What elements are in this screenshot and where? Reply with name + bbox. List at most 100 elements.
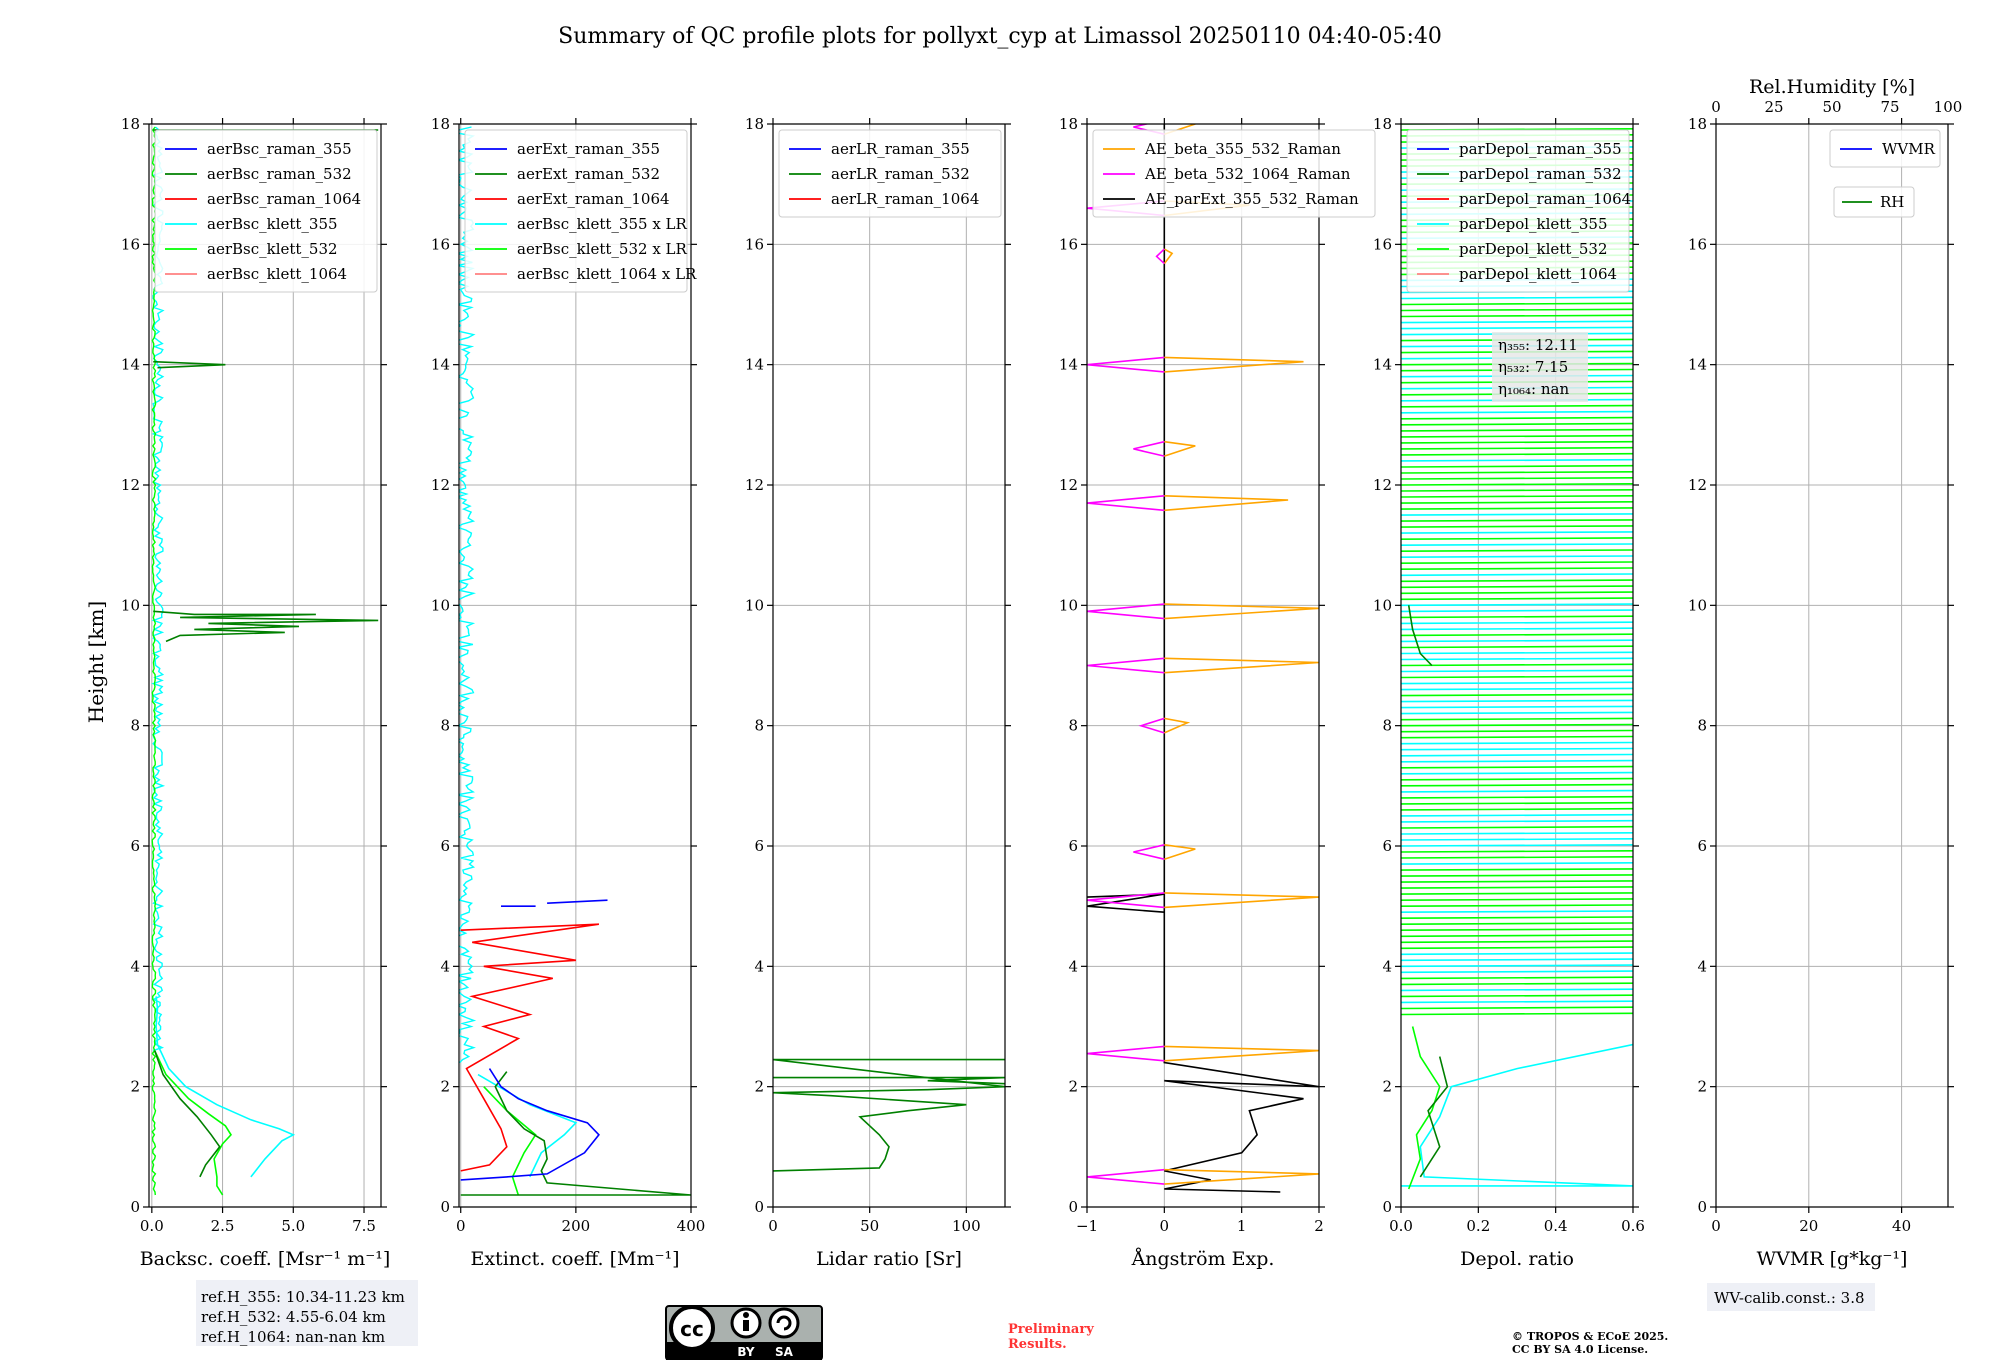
series-depol-klett-band: [1401, 723, 1633, 727]
profile-layer: [773, 1058, 1005, 1172]
series-depol-klett-band: [1401, 675, 1633, 679]
series-ae-beta-355-532: [1164, 657, 1319, 674]
series-depol-klett-band: [1401, 452, 1633, 456]
legend-entry-label: parDepol_klett_532: [1459, 240, 1608, 258]
legend-entry-label: AE_beta_355_532_Raman: [1144, 140, 1341, 158]
copyright-line-1: © TROPOS & ECoE 2025.: [1512, 1330, 1668, 1343]
series-depol-klett-band: [1401, 747, 1633, 751]
series-depol-klett-band: [1401, 693, 1633, 697]
series-ae-beta-355-532: [1164, 356, 1304, 373]
series-depol-klett-band: [1401, 699, 1633, 703]
legend-entry-label: WVMR: [1882, 140, 1936, 158]
cc-logo-text: cc: [680, 1317, 704, 1341]
series-ae-beta-532-1064: [1087, 495, 1165, 512]
y-tick-label: 8: [1697, 717, 1707, 735]
y-tick-label: 12: [121, 476, 140, 494]
top-tick-label: 50: [1822, 98, 1841, 116]
x-axis-label: Depol. ratio: [1460, 1248, 1574, 1270]
y-tick-label: 18: [121, 115, 140, 133]
series-ext-raman-1064: [460, 923, 600, 1172]
series-bsc-raman-532-14km: [153, 360, 226, 369]
preliminary-line-1: Preliminary: [1008, 1322, 1094, 1337]
y-tick-label: 14: [745, 356, 764, 374]
x-tick-label: −1: [1076, 1217, 1098, 1235]
y-tick-label: 16: [431, 235, 450, 253]
y-tick-label: 0: [754, 1198, 764, 1216]
panel-1: 0 2 4 6 8 10 12 14 16 18 0.0 2.5 5.0 7.5 Backsc. coeff…: [121, 115, 390, 1270]
series-depol-klett-band: [1401, 819, 1633, 823]
series-depol-klett-band: [1401, 627, 1633, 631]
series-depol-klett-band: [1401, 982, 1633, 986]
y-tick-label: 16: [1688, 235, 1707, 253]
y-tick-label: 4: [1068, 957, 1078, 975]
y-tick-label: 16: [745, 235, 764, 253]
legend-entry-label: aerLR_raman_532: [831, 165, 970, 183]
y-tick-label: 8: [130, 717, 140, 735]
series-depol-klett-band: [1401, 705, 1633, 709]
series-depol-klett-band: [1401, 928, 1633, 932]
legend-frame: [1092, 129, 1376, 218]
series-ae-beta-355-532: [1164, 1168, 1319, 1185]
legend-entry-label: AE_beta_532_1064_Raman: [1144, 165, 1351, 183]
series-ae-beta-532-1064: [1133, 440, 1165, 457]
series-depol-klett-band: [1401, 795, 1633, 799]
y-tick-label: 0: [1068, 1198, 1078, 1216]
series-depol-klett-band: [1401, 657, 1633, 661]
eta-1064-text: η₁₀₆₄: nan: [1498, 380, 1569, 398]
series-ae-beta-532-1064: [1087, 1045, 1165, 1062]
legend-frame: [464, 129, 688, 293]
series-depol-klett-band: [1401, 585, 1633, 589]
y-tick-label: 8: [1068, 717, 1078, 735]
series-depol-klett-band: [1401, 946, 1633, 950]
wv-calib-box: WV-calib.const.: 3.8: [1707, 1283, 1875, 1311]
y-tick-label: 2: [1068, 1078, 1078, 1096]
y-tick-label: 18: [431, 115, 450, 133]
profile-layer: [459, 126, 691, 1196]
series-depol-klett-band: [1401, 801, 1633, 805]
series-depol-klett-band: [1401, 958, 1633, 962]
top-tick-label: 100: [1934, 98, 1963, 116]
series-depol-klett-band: [1401, 934, 1633, 938]
series-depol-klett-band: [1401, 789, 1633, 793]
legend-entry-label: parDepol_raman_1064: [1459, 190, 1631, 208]
share-alike-arrow: [776, 1315, 792, 1331]
x-tick-label: 50: [860, 1217, 879, 1235]
series-depol-klett-band: [1401, 482, 1633, 486]
legend-entry-label: aerBsc_klett_532: [207, 240, 338, 258]
series-depol-klett-band: [1401, 567, 1633, 571]
legend: AE_beta_355_532_Raman AE_beta_532_1064_Ra…: [1092, 129, 1376, 218]
y-tick-label: 10: [1373, 596, 1392, 614]
y-tick-label: 4: [1382, 957, 1392, 975]
series-depol-klett-band: [1401, 308, 1633, 312]
y-tick-label: 2: [440, 1078, 450, 1096]
y-tick-label: 4: [754, 957, 764, 975]
top-axis-label: Rel.Humidity [%]: [1749, 76, 1915, 98]
ref-h-1064: ref.H_1064: nan-nan km: [201, 1328, 385, 1346]
series-bsc-klett-532: [153, 1050, 233, 1196]
panel-5: 0 2 4 6 8 10 12 14 16 18 0.0 0.2 0.4 0.6 Depol. ratio p…: [1373, 115, 1645, 1270]
legend-entry-label: aerLR_raman_1064: [831, 190, 979, 208]
x-tick-label: 7.5: [352, 1217, 376, 1235]
y-tick-label: 6: [1068, 837, 1078, 855]
y-tick-label: 12: [1688, 476, 1707, 494]
series-ae-beta-355-532: [1164, 1045, 1319, 1062]
series-depol-klett-band: [1401, 783, 1633, 787]
series-depol-klett-band: [1401, 326, 1633, 330]
y-tick-label: 12: [1059, 476, 1078, 494]
series-depol-klett-band: [1401, 711, 1633, 715]
series-ae-beta-355-532: [1163, 717, 1191, 734]
y-tick-label: 0: [1382, 1198, 1392, 1216]
series-depol-klett-band: [1401, 855, 1633, 859]
series-ae-beta-355-532: [1163, 248, 1174, 265]
cc-license-badge[interactable]: cc BY SA: [665, 1305, 823, 1361]
cc-logo-icon: [669, 1305, 715, 1351]
attribution-head: [743, 1312, 749, 1318]
series-depol-klett-band: [1401, 807, 1633, 811]
y-tick-label: 4: [130, 957, 140, 975]
legend-entry-label: aerBsc_raman_355: [207, 140, 352, 158]
legend-entry-label: aerBsc_klett_532 x LR: [517, 240, 688, 258]
